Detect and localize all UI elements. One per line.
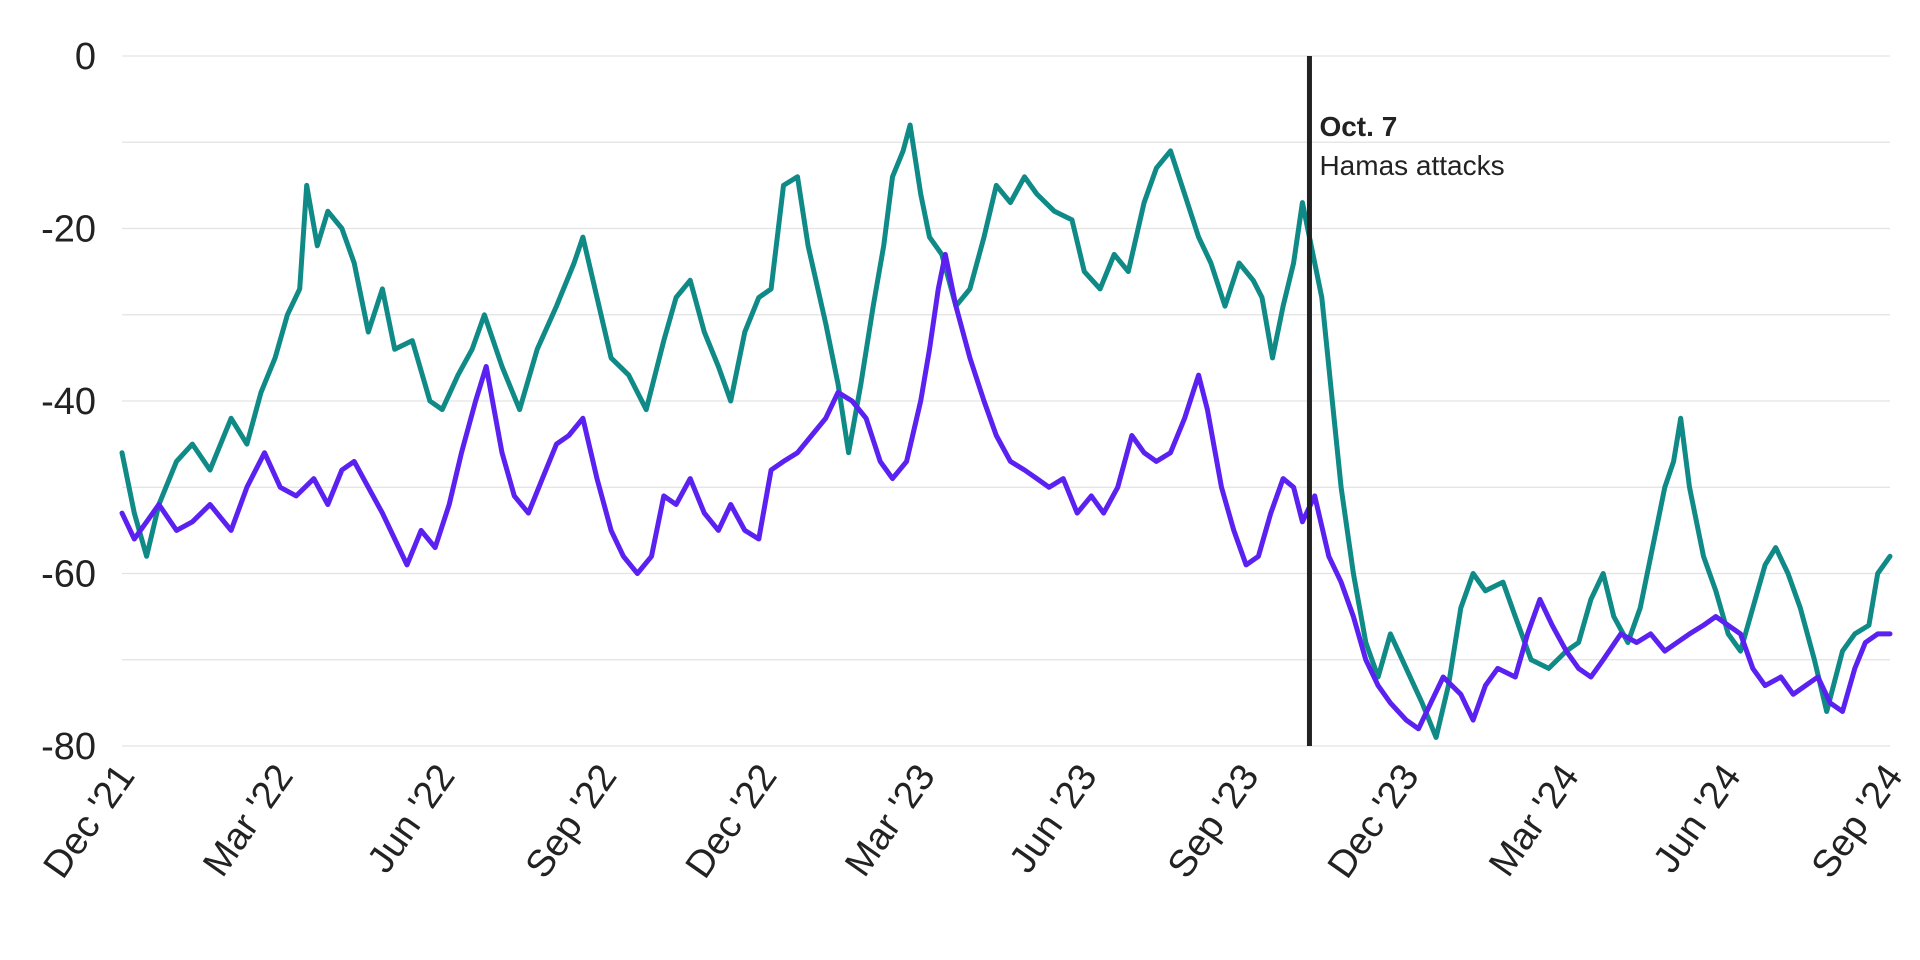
- y-axis-ticks: 0 -20 -40 -60 -80: [41, 36, 96, 768]
- x-tick-label: Sep '24: [1804, 757, 1912, 886]
- x-tick-label: Sep '22: [518, 757, 626, 886]
- y-tick-label: 0: [75, 36, 96, 78]
- x-tick-label: Jun '22: [360, 757, 464, 881]
- series-line-1: [119, 122, 1893, 740]
- x-tick-label: Dec '22: [678, 757, 786, 886]
- event-annotation: Oct. 7 Hamas attacks: [1306, 56, 1505, 746]
- series-line-2: [119, 251, 1893, 732]
- y-tick-label: -20: [41, 209, 96, 251]
- y-tick-label: -60: [41, 554, 96, 596]
- y-tick-label: -80: [41, 726, 96, 768]
- series-lines: [119, 122, 1893, 740]
- gridlines: [122, 55, 1890, 747]
- x-tick-label: Jun '24: [1646, 757, 1750, 881]
- x-tick-label: Mar '22: [195, 757, 301, 884]
- x-tick-label: Dec '23: [1320, 757, 1428, 886]
- x-tick-label: Dec '21: [36, 757, 144, 886]
- x-tick-label: Mar '24: [1481, 757, 1587, 884]
- x-tick-label: Sep '23: [1160, 757, 1268, 886]
- x-axis-ticks: Dec '21 Mar '22 Jun '22 Sep '22 Dec '22 Mar '…: [36, 757, 1912, 886]
- x-tick-label: Mar '23: [837, 757, 943, 884]
- event-annotation-text: Hamas attacks: [1319, 150, 1504, 181]
- y-tick-label: -40: [41, 381, 96, 423]
- event-annotation-title: Oct. 7: [1319, 111, 1397, 142]
- x-tick-label: Jun '23: [1002, 757, 1106, 881]
